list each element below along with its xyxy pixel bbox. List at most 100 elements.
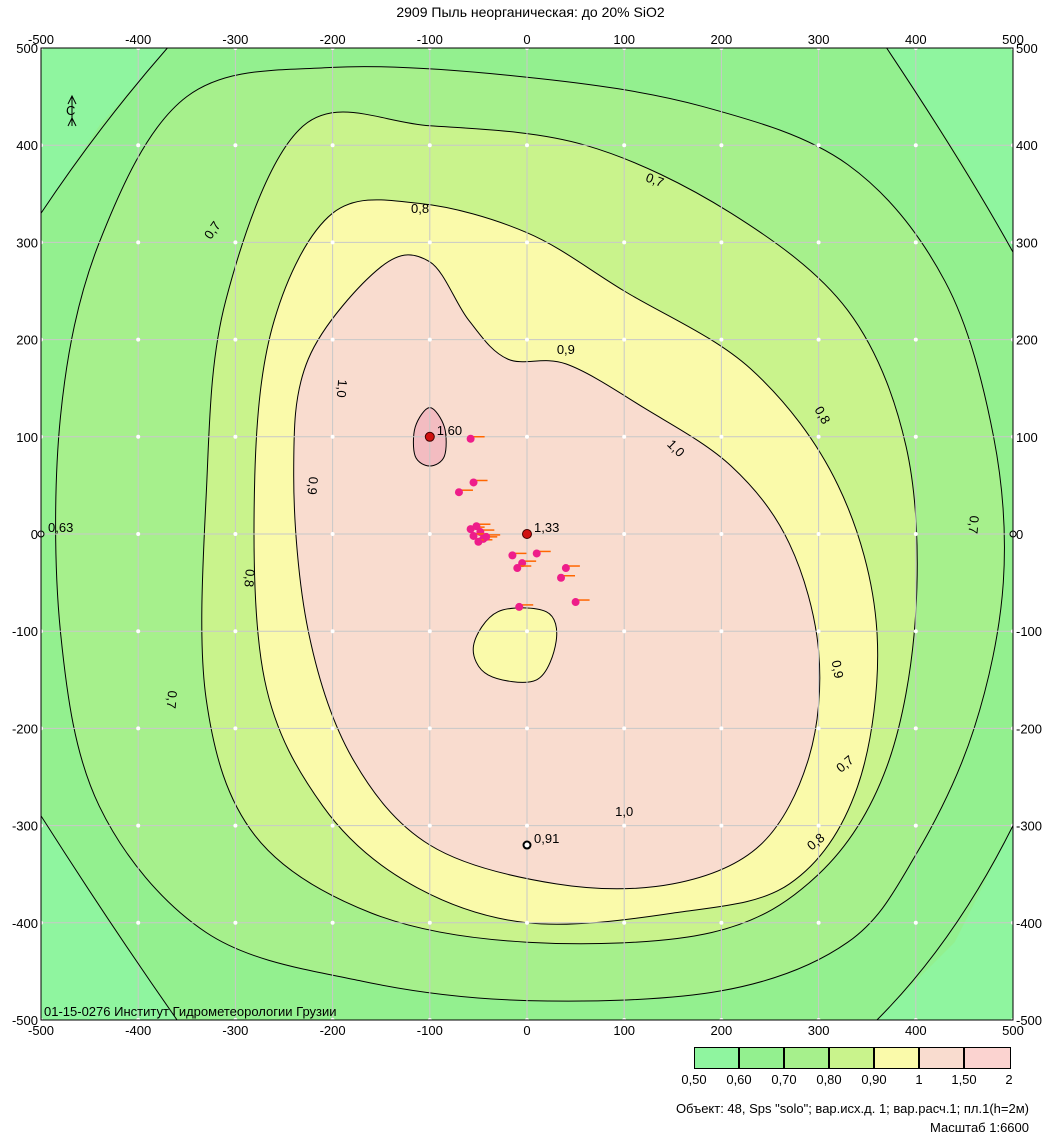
isoline-label: 0,8 [241, 568, 258, 587]
point-value-label: 1,60 [437, 423, 462, 438]
grid-node [622, 629, 627, 634]
legend-swatch [830, 1048, 875, 1068]
grid-node [525, 434, 529, 439]
point-value-label: 0,91 [534, 831, 559, 846]
legend-label: 1 [915, 1072, 923, 1087]
tick-bottom: -300 [222, 1023, 248, 1038]
tick-top: -200 [320, 32, 346, 47]
tick-left: -300 [12, 819, 38, 834]
zone-corner-1 [886, 48, 1013, 253]
grid-node [330, 532, 335, 536]
legend: 0,50 0,60 0,70 0,80 0,90 1 1,50 2 [680, 1047, 1013, 1088]
tick-right: -300 [1016, 819, 1042, 834]
grid-node [913, 629, 918, 634]
grid-node [525, 920, 529, 925]
grid-node [427, 726, 432, 731]
grid-node [233, 240, 238, 245]
legend-label: 0,50 [681, 1072, 707, 1087]
tick-bottom: 500 [1002, 1023, 1024, 1038]
tick-top: -500 [28, 32, 54, 47]
grid-node [913, 726, 918, 731]
legend-label: 0,70 [771, 1072, 797, 1087]
tick-left: 0 [31, 527, 38, 542]
tick-right: 500 [1016, 41, 1038, 56]
grid-node [816, 920, 821, 925]
tick-left: 400 [16, 138, 38, 153]
tick-top: 0 [523, 32, 530, 47]
legend-label: 0,90 [861, 1072, 887, 1087]
grid-node [233, 726, 238, 731]
legend-label: 0,80 [816, 1072, 842, 1087]
grid-node [816, 726, 821, 731]
isoline-corner-0 [41, 48, 168, 214]
tick-right: 0 [1016, 527, 1023, 542]
legend-label: 2 [1005, 1072, 1013, 1087]
isoline-label: 1,0 [334, 379, 351, 398]
grid-node [816, 143, 821, 148]
isoline-label: 0,7 [965, 515, 982, 534]
grid-node [233, 532, 238, 536]
grid-node [913, 920, 918, 925]
grid-node [622, 532, 627, 536]
grid-node [525, 240, 529, 245]
grid-node [330, 143, 335, 148]
grid-node [330, 434, 335, 439]
tick-top: -300 [222, 32, 248, 47]
tick-top: -100 [417, 32, 443, 47]
max-points: 1,60 1,33 0,91 0,63 [37, 423, 1017, 850]
grid-node [136, 434, 141, 439]
grid-node [816, 337, 821, 342]
footer-scale: Масштаб 1:6600 [930, 1120, 1029, 1135]
isoline-label: 0,7 [164, 690, 181, 709]
grid-node [525, 143, 529, 148]
point-value-label: 0,63 [48, 520, 73, 535]
tick-left: -500 [12, 1013, 38, 1028]
tick-left: 300 [16, 235, 38, 250]
source-marker [469, 531, 478, 540]
tick-bottom: 100 [613, 1023, 635, 1038]
grid-node [913, 823, 918, 828]
grid-node [330, 823, 335, 828]
legend-label: 1,50 [951, 1072, 977, 1087]
source-marker [469, 478, 478, 487]
tick-top: 300 [808, 32, 830, 47]
source-marker [508, 551, 517, 560]
point-value-label: 1,33 [534, 520, 559, 535]
footer-object: Объект: 48, Sps "solo"; вар.исх.д. 1; ва… [675, 1101, 1029, 1116]
tick-left: -200 [12, 721, 38, 736]
grid-node [233, 629, 238, 634]
grid-node [427, 920, 432, 925]
grid-node [913, 434, 918, 439]
legend-swatch [695, 1048, 740, 1068]
page-title: 2909 Пыль неорганическая: до 20% SiO2 [396, 4, 665, 20]
zone-corner-0 [41, 48, 168, 214]
grid-node [136, 532, 141, 536]
tick-left: -400 [12, 916, 38, 931]
grid-node [913, 240, 918, 245]
grid-node [913, 532, 918, 536]
grid-node [719, 823, 724, 828]
grid-node [622, 726, 627, 731]
north-arrow-label: С [66, 103, 75, 118]
legend-swatch [920, 1048, 965, 1068]
legend-colorbar [694, 1047, 1011, 1069]
grid-node [136, 337, 141, 342]
source-marker [513, 564, 522, 573]
grid-node [719, 920, 724, 925]
grid-node [427, 629, 432, 634]
north-arrow-icon [67, 94, 77, 127]
grid-node [816, 532, 821, 536]
emission-sources [454, 434, 590, 611]
isoline-label: 0,7 [644, 170, 666, 190]
grid-node [913, 143, 918, 148]
grid-node [719, 434, 724, 439]
grid-node [136, 240, 141, 245]
grid-node [427, 337, 432, 342]
grid-node [233, 337, 238, 342]
source-marker [557, 573, 566, 582]
min-point-marker [522, 840, 532, 850]
source-marker [518, 559, 527, 568]
tick-right: 100 [1016, 430, 1038, 445]
grid-node [913, 337, 918, 342]
